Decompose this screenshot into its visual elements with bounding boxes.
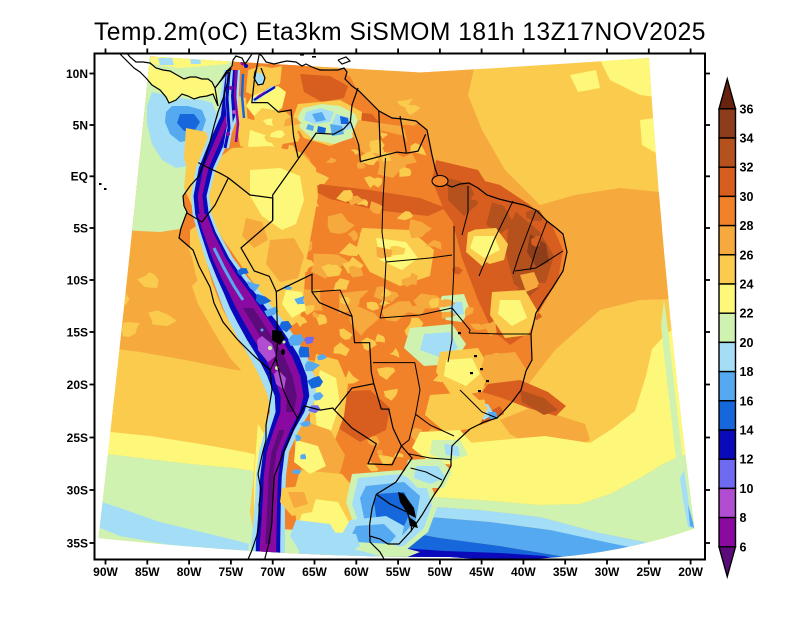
svg-text:10S: 10S — [67, 273, 88, 287]
svg-text:60W: 60W — [344, 565, 369, 579]
svg-text:85W: 85W — [135, 565, 160, 579]
svg-text:32: 32 — [740, 161, 754, 175]
svg-text:5N: 5N — [73, 118, 88, 132]
svg-text:30S: 30S — [67, 483, 88, 497]
svg-text:35W: 35W — [553, 565, 578, 579]
svg-text:55W: 55W — [386, 565, 411, 579]
svg-text:36: 36 — [740, 102, 754, 116]
svg-text:40W: 40W — [511, 565, 536, 579]
svg-text:50W: 50W — [428, 565, 453, 579]
svg-text:12: 12 — [740, 453, 754, 467]
svg-text:22: 22 — [740, 307, 754, 321]
svg-text:10N: 10N — [66, 67, 88, 81]
svg-text:16: 16 — [740, 394, 754, 408]
svg-text:24: 24 — [740, 278, 754, 292]
svg-text:25S: 25S — [67, 431, 88, 445]
svg-text:35S: 35S — [67, 536, 88, 550]
svg-text:6: 6 — [740, 540, 747, 554]
svg-text:8: 8 — [740, 511, 747, 525]
svg-text:90W: 90W — [93, 565, 118, 579]
svg-text:34: 34 — [740, 132, 754, 146]
svg-text:65W: 65W — [302, 565, 327, 579]
svg-text:Temp.2m(oC) Eta3km SiSMOM 181h: Temp.2m(oC) Eta3km SiSMOM 181h 13Z17NOV2… — [94, 19, 706, 46]
svg-text:26: 26 — [740, 248, 754, 262]
svg-text:5S: 5S — [73, 221, 88, 235]
svg-text:30W: 30W — [595, 565, 620, 579]
svg-text:18: 18 — [740, 365, 754, 379]
svg-text:20W: 20W — [678, 565, 703, 579]
svg-text:20S: 20S — [67, 378, 88, 392]
svg-text:45W: 45W — [469, 565, 494, 579]
svg-text:25W: 25W — [636, 565, 661, 579]
svg-text:80W: 80W — [177, 565, 202, 579]
svg-text:30: 30 — [740, 190, 754, 204]
svg-text:15S: 15S — [67, 325, 88, 339]
svg-text:EQ: EQ — [71, 170, 88, 184]
svg-text:75W: 75W — [219, 565, 244, 579]
svg-text:14: 14 — [740, 424, 754, 438]
svg-text:28: 28 — [740, 219, 754, 233]
svg-text:20: 20 — [740, 336, 754, 350]
svg-text:70W: 70W — [260, 565, 285, 579]
svg-text:10: 10 — [740, 482, 754, 496]
